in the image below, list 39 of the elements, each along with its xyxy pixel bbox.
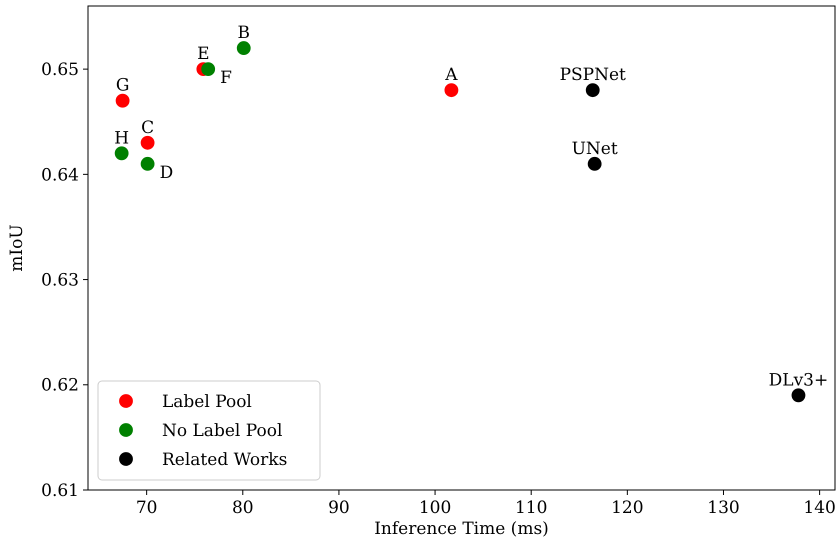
x-tick-label: 130 [707, 498, 740, 518]
annotation: PSPNet [560, 65, 626, 86]
point [586, 83, 600, 98]
annotation: A [444, 65, 458, 86]
legend-label: Related Works [162, 450, 288, 470]
annotation: C [141, 118, 154, 138]
annotation: D [160, 162, 174, 183]
legend-label: Label Pool [162, 392, 252, 412]
point [236, 41, 251, 55]
x-tick-label: 140 [803, 498, 836, 518]
annotation: F [220, 68, 232, 88]
x-tick-label: 90 [328, 498, 350, 518]
point [114, 146, 129, 160]
annotation: B [237, 23, 250, 44]
annotation: G [116, 76, 130, 96]
x-tick-label: 80 [232, 498, 254, 518]
point [792, 388, 806, 402]
x-tick-label: 110 [514, 498, 548, 518]
y-tick-label: 0.62 [41, 376, 79, 396]
legend-label: No Label Pool [162, 420, 282, 441]
x-tick-label: 120 [611, 498, 644, 518]
point [140, 156, 155, 171]
point [140, 136, 155, 150]
annotation: DLv3+ [768, 370, 828, 390]
point [588, 156, 602, 171]
y-tick-label: 0.63 [41, 270, 79, 291]
annotation: E [197, 44, 210, 64]
y-tick-label: 0.64 [41, 165, 79, 186]
x-tick-label: 70 [136, 498, 158, 518]
x-axis-title: Inference Time (ms) [374, 519, 549, 539]
annotation: H [114, 128, 130, 148]
annotation: UNet [572, 138, 618, 159]
y-tick-label: 0.65 [41, 60, 79, 80]
point [116, 94, 130, 108]
point [201, 62, 216, 76]
point [444, 83, 458, 98]
y-tick-label: 0.61 [41, 480, 79, 501]
y-axis-title: mIoU [7, 224, 27, 272]
x-tick-label: 100 [418, 498, 452, 518]
